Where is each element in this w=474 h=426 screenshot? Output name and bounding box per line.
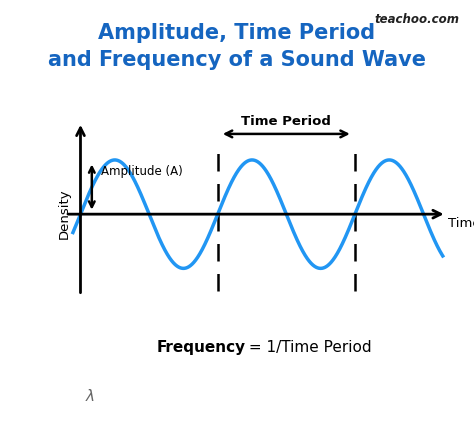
Text: teachoo.com: teachoo.com [375, 13, 460, 26]
Text: Amplitude, Time Period
and Frequency of a Sound Wave: Amplitude, Time Period and Frequency of … [48, 23, 426, 70]
Text: Amplitude (A): Amplitude (A) [101, 165, 182, 178]
Text: Time: Time [448, 217, 474, 230]
Text: Time Period: Time Period [241, 115, 331, 129]
Text: Density: Density [57, 189, 70, 239]
Text: λ: λ [86, 389, 94, 404]
Text: Frequency: Frequency [156, 340, 246, 355]
Text: = 1/Time Period: = 1/Time Period [244, 340, 372, 355]
